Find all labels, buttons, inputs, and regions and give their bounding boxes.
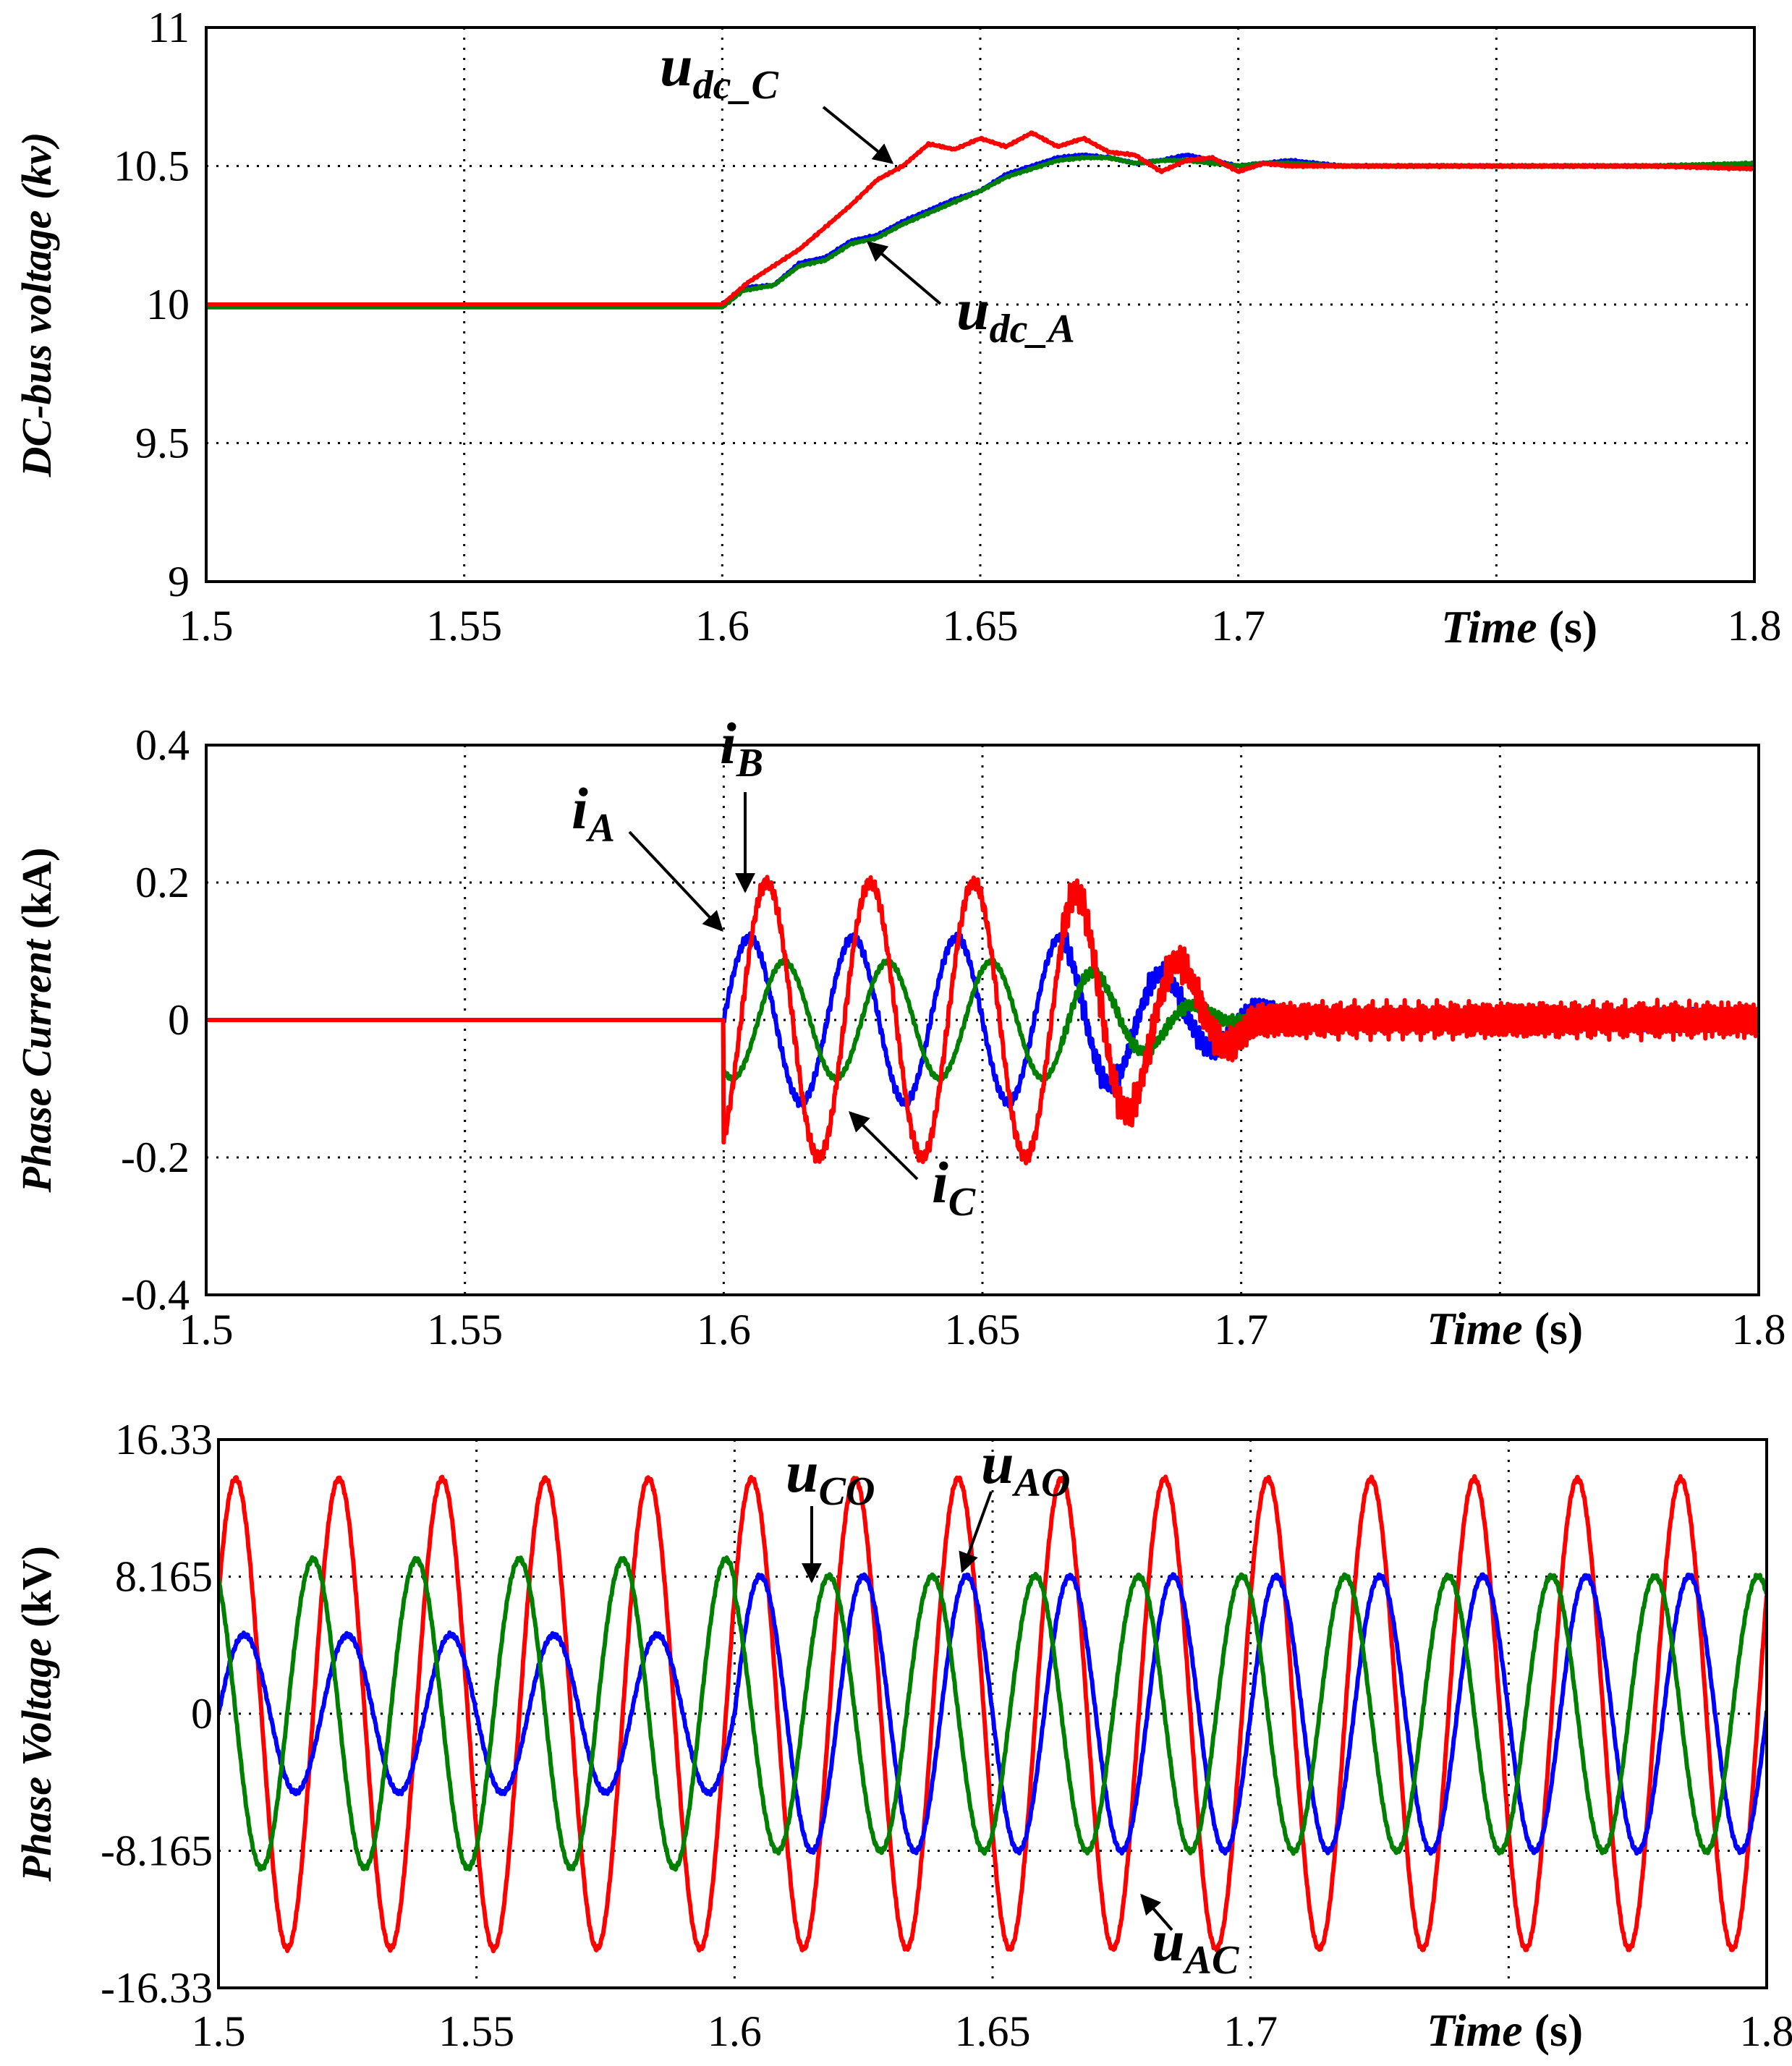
x-tick-labels: 1.5 1.55 1.6 1.65 1.7 1.8 xyxy=(179,602,1782,650)
x-tick-label: 1.8 xyxy=(1740,2007,1792,2055)
y-tick-label: 10 xyxy=(146,281,190,328)
series-i-c xyxy=(206,875,1759,1165)
annotation-u-co: uCO xyxy=(786,1439,875,1514)
arrow-i-c xyxy=(849,1111,919,1181)
x-axis-label: Time (s) xyxy=(1441,601,1597,652)
y-tick-label: 11 xyxy=(148,4,190,51)
annotation-u-dc-c: udc_C xyxy=(660,33,778,108)
x-axis-label: Time (s) xyxy=(1427,2005,1583,2056)
annotation-i-b: iB xyxy=(720,710,763,786)
plot-frame xyxy=(205,26,1756,583)
series-u-co xyxy=(218,1555,1767,1872)
series-u-dc-c xyxy=(206,130,1754,307)
y-tick-label: 0.4 xyxy=(135,721,190,769)
x-tick-label: 1.6 xyxy=(697,1306,751,1353)
x-tick-labels: 1.5 1.55 1.6 1.65 1.7 1.8 xyxy=(179,1306,1786,1353)
series-u-ao xyxy=(218,1572,1767,1856)
x-axis-label: Time (s) xyxy=(1427,1303,1583,1354)
panel-dc-bus-voltage: 1.5 1.55 1.6 1.65 1.7 1.8 9 9.5 10 10.5 11 DC-bus… xyxy=(13,4,1782,652)
arrow-u-dc-c xyxy=(822,106,894,164)
x-tick-labels: 1.5 1.55 1.6 1.65 1.7 1.8 xyxy=(192,2007,1792,2055)
panel-phase-voltage: 1.5 1.55 1.6 1.65 1.7 1.8 -16.33 -8.165 0 8.165 1… xyxy=(13,1416,1792,2056)
plot-frame xyxy=(205,744,1760,1296)
y-axis-label: DC-bus voltage (kv) xyxy=(13,132,60,478)
x-tick-label: 1.5 xyxy=(179,1306,234,1353)
x-tick-label: 1.55 xyxy=(438,2007,514,2055)
x-tick-label: 1.7 xyxy=(1223,2007,1278,2055)
y-tick-label: 16.33 xyxy=(115,1416,213,1463)
annotation-i-a: iA xyxy=(572,775,615,851)
arrow-i-a xyxy=(628,830,723,932)
plot-frame xyxy=(217,1438,1768,1989)
annotation-i-c: iC xyxy=(932,1149,976,1225)
y-tick-label: 0.2 xyxy=(135,859,190,906)
x-tick-label: 1.55 xyxy=(427,1306,503,1353)
y-axis-label: Phase Current (kA) xyxy=(13,848,60,1194)
y-axis-label: Phase Voltage (kV) xyxy=(13,1546,60,1882)
grid-lines xyxy=(206,27,1754,582)
arrow-u-dc-a xyxy=(866,241,942,305)
x-tick-label: 1.65 xyxy=(943,602,1019,650)
panel-phase-current: 1.5 1.55 1.6 1.65 1.7 1.8 -0.4 -0.2 0 0.2 0.4 Pha… xyxy=(13,710,1786,1354)
annotation-u-ao: uAO xyxy=(981,1430,1070,1505)
x-tick-label: 1.6 xyxy=(695,602,750,650)
x-tick-label: 1.65 xyxy=(955,2007,1031,2055)
y-tick-label: 0 xyxy=(191,1690,213,1738)
x-tick-label: 1.5 xyxy=(179,602,234,650)
y-tick-labels: -16.33 -8.165 0 8.165 16.33 xyxy=(101,1416,213,2012)
y-tick-label: -8.165 xyxy=(101,1827,213,1875)
x-tick-label: 1.55 xyxy=(426,602,502,650)
y-tick-labels: -0.4 -0.2 0 0.2 0.4 xyxy=(121,721,190,1319)
y-tick-label: 0 xyxy=(168,996,190,1044)
x-tick-label: 1.8 xyxy=(1732,1306,1786,1353)
annotation-u-ac: uAC xyxy=(1152,1908,1239,1983)
x-tick-label: 1.7 xyxy=(1211,602,1265,650)
y-tick-label: 10.5 xyxy=(114,143,190,190)
x-tick-label: 1.8 xyxy=(1728,602,1782,650)
annotation-u-dc-a: udc_A xyxy=(956,276,1075,352)
y-tick-label: -16.33 xyxy=(101,1964,213,2012)
y-tick-label: -0.4 xyxy=(121,1271,190,1319)
y-tick-labels: 9 9.5 10 10.5 11 xyxy=(114,4,190,605)
x-tick-label: 1.6 xyxy=(708,2007,762,2055)
arrow-u-ao xyxy=(959,1491,993,1573)
y-tick-label: 9 xyxy=(168,558,190,605)
x-tick-label: 1.65 xyxy=(945,1306,1021,1353)
y-tick-label: -0.2 xyxy=(121,1134,190,1181)
arrow-u-ac xyxy=(1140,1893,1173,1931)
x-tick-label: 1.7 xyxy=(1214,1306,1268,1353)
x-tick-label: 1.5 xyxy=(192,2007,246,2055)
y-tick-label: 9.5 xyxy=(135,420,190,467)
y-tick-label: 8.165 xyxy=(115,1553,213,1601)
